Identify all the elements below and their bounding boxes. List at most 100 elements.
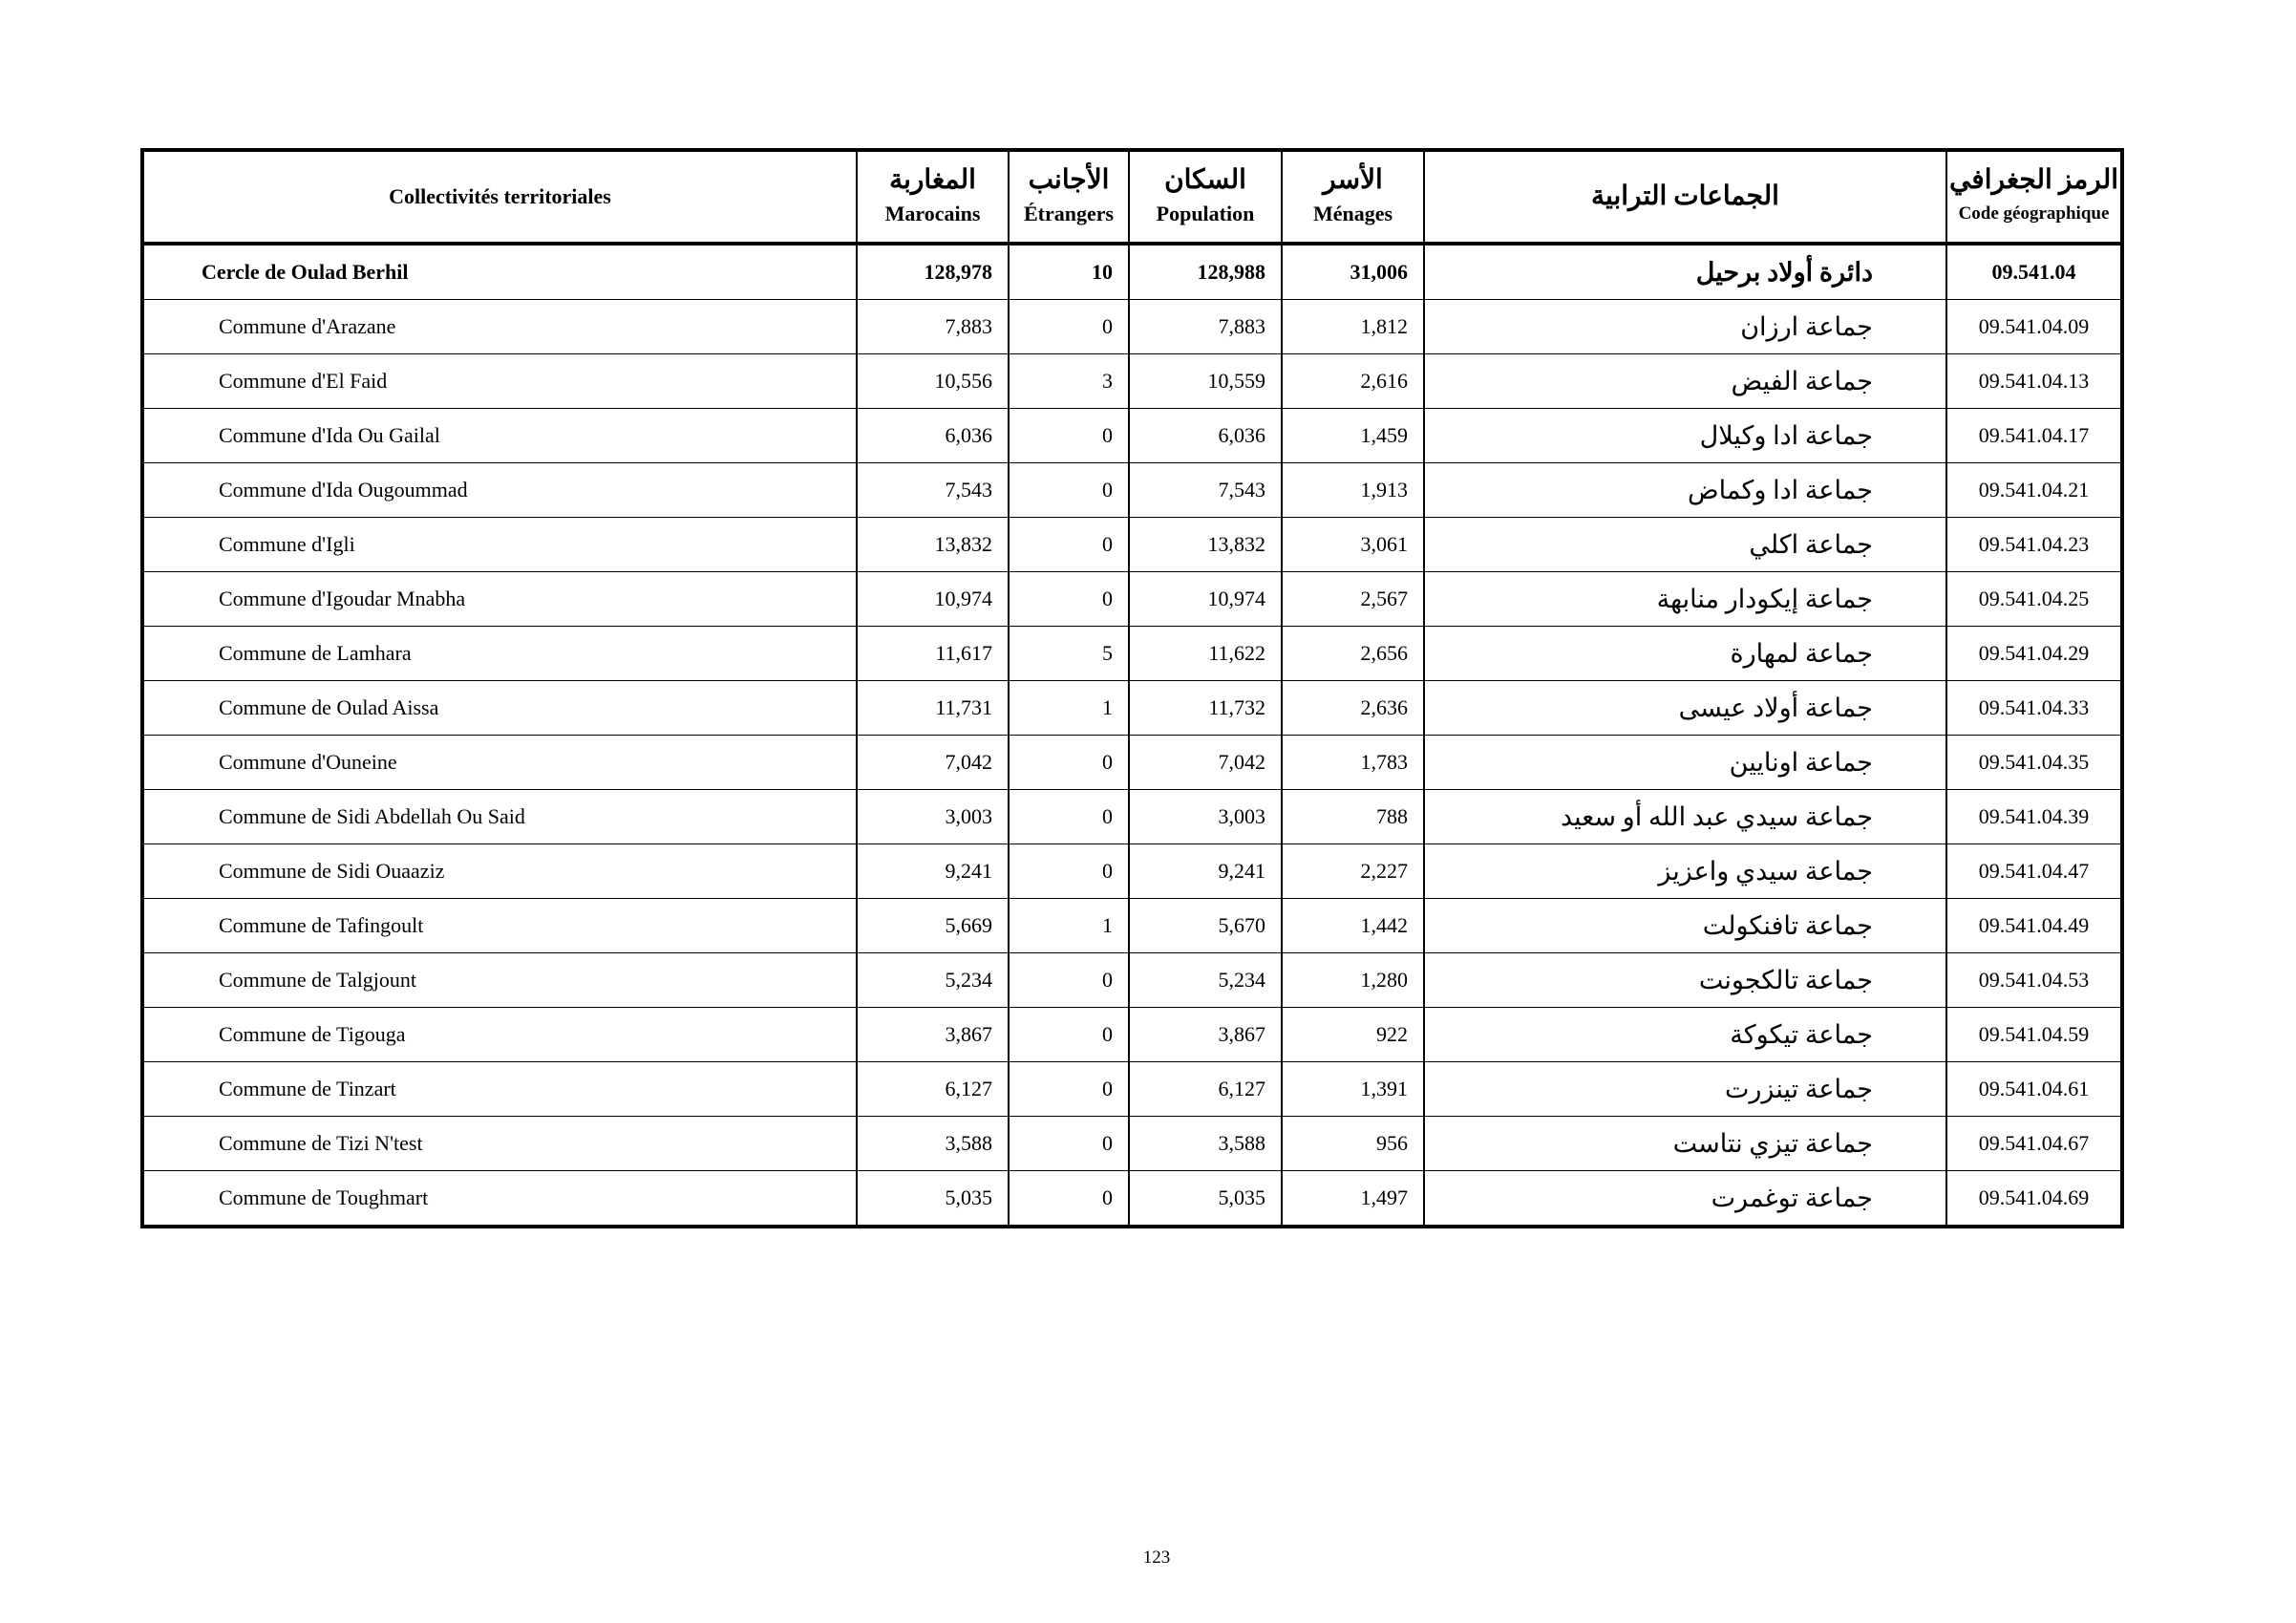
- etrangers: 0: [1008, 462, 1130, 518]
- population: 7,042: [1128, 735, 1283, 790]
- menages: 1,783: [1281, 735, 1425, 790]
- population: 10,974: [1128, 571, 1283, 627]
- commune-name-ar: جماعة ادا وكيلال: [1423, 408, 1947, 463]
- header-french: Collectivités territoriales: [389, 184, 611, 208]
- commune-name: Commune de Tafingoult: [141, 898, 858, 953]
- commune-name: Cercle de Oulad Berhil: [141, 243, 858, 300]
- header-arabic: الأجانب: [1028, 165, 1110, 195]
- geo-code: 09.541.04.17: [1945, 408, 2123, 463]
- etrangers: 0: [1008, 1170, 1130, 1228]
- etrangers: 3: [1008, 353, 1130, 409]
- marocains: 3,588: [856, 1116, 1010, 1171]
- menages: 2,227: [1281, 844, 1425, 899]
- population: 3,867: [1128, 1007, 1283, 1062]
- commune-name: Commune de Sidi Abdellah Ou Said: [141, 789, 858, 844]
- population: 11,622: [1128, 626, 1283, 681]
- menages: 31,006: [1281, 243, 1425, 300]
- table-row: Commune d'Arazane 7,883 0 7,883 1,812 جماعة ا…: [141, 299, 2123, 354]
- geo-code: 09.541.04.39: [1945, 789, 2123, 844]
- commune-name: Commune de Sidi Ouaaziz: [141, 844, 858, 899]
- marocains: 7,883: [856, 299, 1010, 354]
- etrangers: 0: [1008, 1007, 1130, 1062]
- marocains: 7,042: [856, 735, 1010, 790]
- marocains: 10,556: [856, 353, 1010, 409]
- menages: 2,656: [1281, 626, 1425, 681]
- menages: 788: [1281, 789, 1425, 844]
- etrangers: 0: [1008, 1116, 1130, 1171]
- commune-name-ar: جماعة توغمرت: [1423, 1170, 1947, 1228]
- marocains: 9,241: [856, 844, 1010, 899]
- commune-name: Commune de Toughmart: [141, 1170, 858, 1228]
- commune-name-ar: جماعة تيكوكة: [1423, 1007, 1947, 1062]
- table-row: Commune de Tizi N'test 3,588 0 3,588 956 جماع…: [141, 1116, 2123, 1171]
- marocains: 11,731: [856, 680, 1010, 736]
- marocains: 5,669: [856, 898, 1010, 953]
- etrangers: 0: [1008, 408, 1130, 463]
- etrangers: 1: [1008, 680, 1130, 736]
- population: 128,988: [1128, 243, 1283, 300]
- population: 6,036: [1128, 408, 1283, 463]
- commune-name: Commune d'Ida Ou Gailal: [141, 408, 858, 463]
- marocains: 11,617: [856, 626, 1010, 681]
- table-row: Commune de Talgjount 5,234 0 5,234 1,280 جماع…: [141, 952, 2123, 1008]
- commune-name: Commune d'Arazane: [141, 299, 858, 354]
- header-cell: السكان Population: [1128, 149, 1283, 246]
- commune-name-ar: جماعة الفيض: [1423, 353, 1947, 409]
- marocains: 6,127: [856, 1061, 1010, 1117]
- population: 3,588: [1128, 1116, 1283, 1171]
- commune-name: Commune de Tizi N'test: [141, 1116, 858, 1171]
- header-french: Marocains: [884, 202, 981, 225]
- header-arabic: الجماعات الترابية: [1591, 182, 1779, 211]
- header-cell: Collectivités territoriales: [141, 149, 858, 246]
- menages: 2,636: [1281, 680, 1425, 736]
- table-row: Commune d'Ouneine 7,042 0 7,042 1,783 جماعة ا…: [141, 735, 2123, 790]
- table-row: Commune d'Ida Ou Gailal 6,036 0 6,036 1,459 ج…: [141, 408, 2123, 463]
- geo-code: 09.541.04.59: [1945, 1007, 2123, 1062]
- data-table: Collectivités territoriales المغاربة Maroc…: [140, 148, 2124, 1228]
- header-cell: المغاربة Marocains: [856, 149, 1010, 246]
- header-arabic: المغاربة: [889, 165, 976, 195]
- menages: 1,497: [1281, 1170, 1425, 1228]
- commune-name: Commune d'Igoudar Mnabha: [141, 571, 858, 627]
- geo-code: 09.541.04: [1945, 243, 2123, 300]
- table-row: Commune de Sidi Ouaaziz 9,241 0 9,241 2,227 ج…: [141, 844, 2123, 899]
- geo-code: 09.541.04.69: [1945, 1170, 2123, 1228]
- menages: 2,616: [1281, 353, 1425, 409]
- page-number: 123: [1142, 1548, 1171, 1568]
- commune-name-ar: جماعة ارزان: [1423, 299, 1947, 354]
- table-row: Commune de Tigouga 3,867 0 3,867 922 جماعة تي…: [141, 1007, 2123, 1062]
- commune-name-ar: جماعة لمهارة: [1423, 626, 1947, 681]
- commune-name: Commune d'El Faid: [141, 353, 858, 409]
- commune-name: Commune de Oulad Aissa: [141, 680, 858, 736]
- table-row: Commune d'Igli 13,832 0 13,832 3,061 جماعة اك…: [141, 517, 2123, 572]
- header-french: Ménages: [1312, 202, 1393, 225]
- marocains: 128,978: [856, 243, 1010, 300]
- table-row: Commune de Tafingoult 5,669 1 5,670 1,442 جما…: [141, 898, 2123, 953]
- commune-name-ar: جماعة أولاد عيسى: [1423, 680, 1947, 736]
- commune-name-ar: جماعة سيدي عبد الله أو سعيد: [1423, 789, 1947, 844]
- geo-code: 09.541.04.49: [1945, 898, 2123, 953]
- population: 5,035: [1128, 1170, 1283, 1228]
- commune-name: Commune d'Igli: [141, 517, 858, 572]
- menages: 1,812: [1281, 299, 1425, 354]
- geo-code: 09.541.04.53: [1945, 952, 2123, 1008]
- commune-name-ar: جماعة إيكودار منابهة: [1423, 571, 1947, 627]
- header-cell: الرمز الجغرافي Code géographique: [1945, 149, 2123, 246]
- geo-code: 09.541.04.67: [1945, 1116, 2123, 1171]
- etrangers: 0: [1008, 952, 1130, 1008]
- commune-name: Commune d'Ida Ougoummad: [141, 462, 858, 518]
- header-arabic: الرمز الجغرافي: [1948, 165, 2119, 195]
- table-row: Commune d'El Faid 10,556 3 10,559 2,616 جماعة…: [141, 353, 2123, 409]
- commune-name: Commune de Talgjount: [141, 952, 858, 1008]
- commune-name-ar: جماعة تافنكولت: [1423, 898, 1947, 953]
- header-french: Population: [1156, 202, 1255, 225]
- commune-name-ar: دائرة أولاد برحيل: [1423, 243, 1947, 300]
- population: 11,732: [1128, 680, 1283, 736]
- menages: 2,567: [1281, 571, 1425, 627]
- population: 10,559: [1128, 353, 1283, 409]
- menages: 956: [1281, 1116, 1425, 1171]
- menages: 922: [1281, 1007, 1425, 1062]
- population: 9,241: [1128, 844, 1283, 899]
- total-row: Cercle de Oulad Berhil 128,978 10 128,988 31…: [141, 243, 2123, 300]
